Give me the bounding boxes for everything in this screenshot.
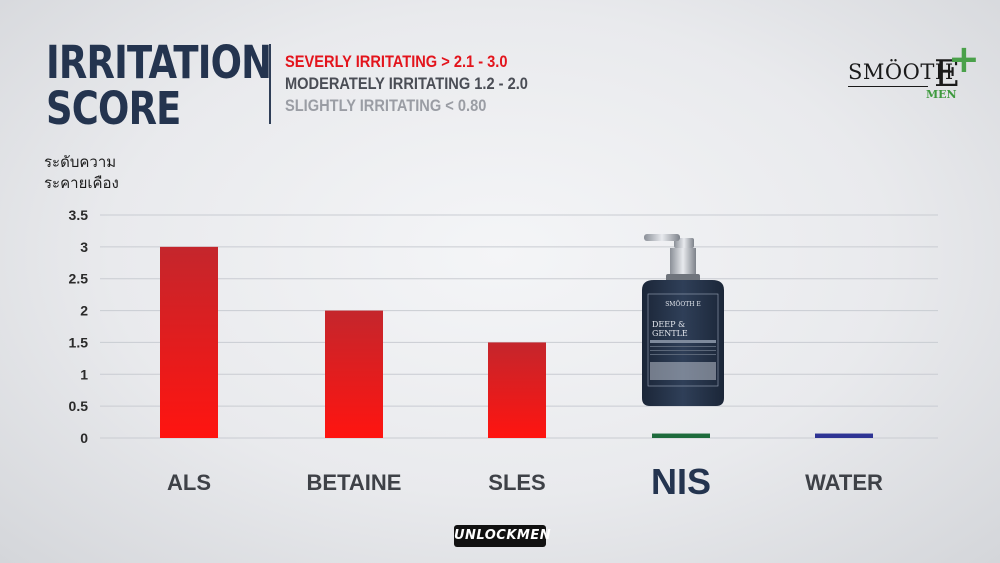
legend-moderate: MODERATELY IRRITATING 1.2 - 2.0: [285, 74, 528, 93]
brand-logo: SMÖOTH E + MEN: [848, 40, 980, 101]
y-tick-label: 0.5: [69, 398, 89, 414]
y-tick-label: 2.5: [69, 271, 89, 287]
y-ticks: 0 0.5 1 1.5 2 2.5 3 3.5: [69, 207, 89, 446]
y-axis-label-line-2: ระคายเคือง: [44, 175, 119, 192]
y-axis-label-line-1: ระดับความ: [44, 154, 117, 171]
irritation-legend: SEVERLY IRRITATING > 2.1 - 3.0 MODERATEL…: [285, 51, 567, 117]
svg-text:GENTLE: GENTLE: [652, 329, 688, 338]
y-tick-label: 3: [80, 239, 88, 255]
y-tick-label: 0: [80, 430, 88, 446]
brand-rule: [848, 86, 928, 87]
footer-badge: UNLOCKMEN: [454, 525, 551, 547]
title-line-2: SCORE: [46, 82, 181, 135]
legend-slight: SLIGHTLY IRRITATING < 0.80: [285, 96, 487, 115]
bar-water: [815, 433, 873, 438]
brand-letter: E: [934, 54, 961, 95]
bars: [160, 246, 873, 438]
legend-severe: SEVERLY IRRITATING > 2.1 - 3.0: [285, 52, 508, 71]
bar-nis: [652, 433, 710, 438]
x-category-label: ALS: [167, 470, 211, 495]
bar-als: [160, 246, 218, 438]
x-categories: ALS BETAINE SLES NIS WATER: [167, 461, 883, 502]
y-tick-label: 2: [80, 303, 88, 319]
y-tick-label: 1.5: [69, 334, 89, 350]
title-line-1: IRRITATION: [46, 36, 272, 89]
svg-text:SMÖOTH E: SMÖOTH E: [665, 301, 701, 308]
brand-word: SMÖOTH: [848, 60, 954, 84]
brand-sub: MEN: [926, 88, 957, 101]
x-category-label: SLES: [488, 470, 545, 495]
svg-text:DEEP &: DEEP &: [652, 320, 685, 329]
chart-title: IRRITATION SCORE: [46, 36, 272, 135]
plus-icon: +: [948, 37, 980, 81]
product-bottle-image: SMÖOTH E DEEP & GENTLE: [642, 234, 724, 406]
title-divider: [269, 44, 271, 124]
y-tick-label: 3.5: [69, 207, 89, 223]
y-axis-label: ระดับความ ระคายเคือง: [44, 152, 119, 194]
x-category-label: NIS: [651, 461, 711, 502]
x-category-label: WATER: [805, 470, 883, 495]
bar-betaine: [325, 310, 383, 438]
x-category-label: BETAINE: [307, 470, 402, 495]
y-tick-label: 1: [80, 366, 88, 382]
bar-sles: [488, 342, 546, 438]
